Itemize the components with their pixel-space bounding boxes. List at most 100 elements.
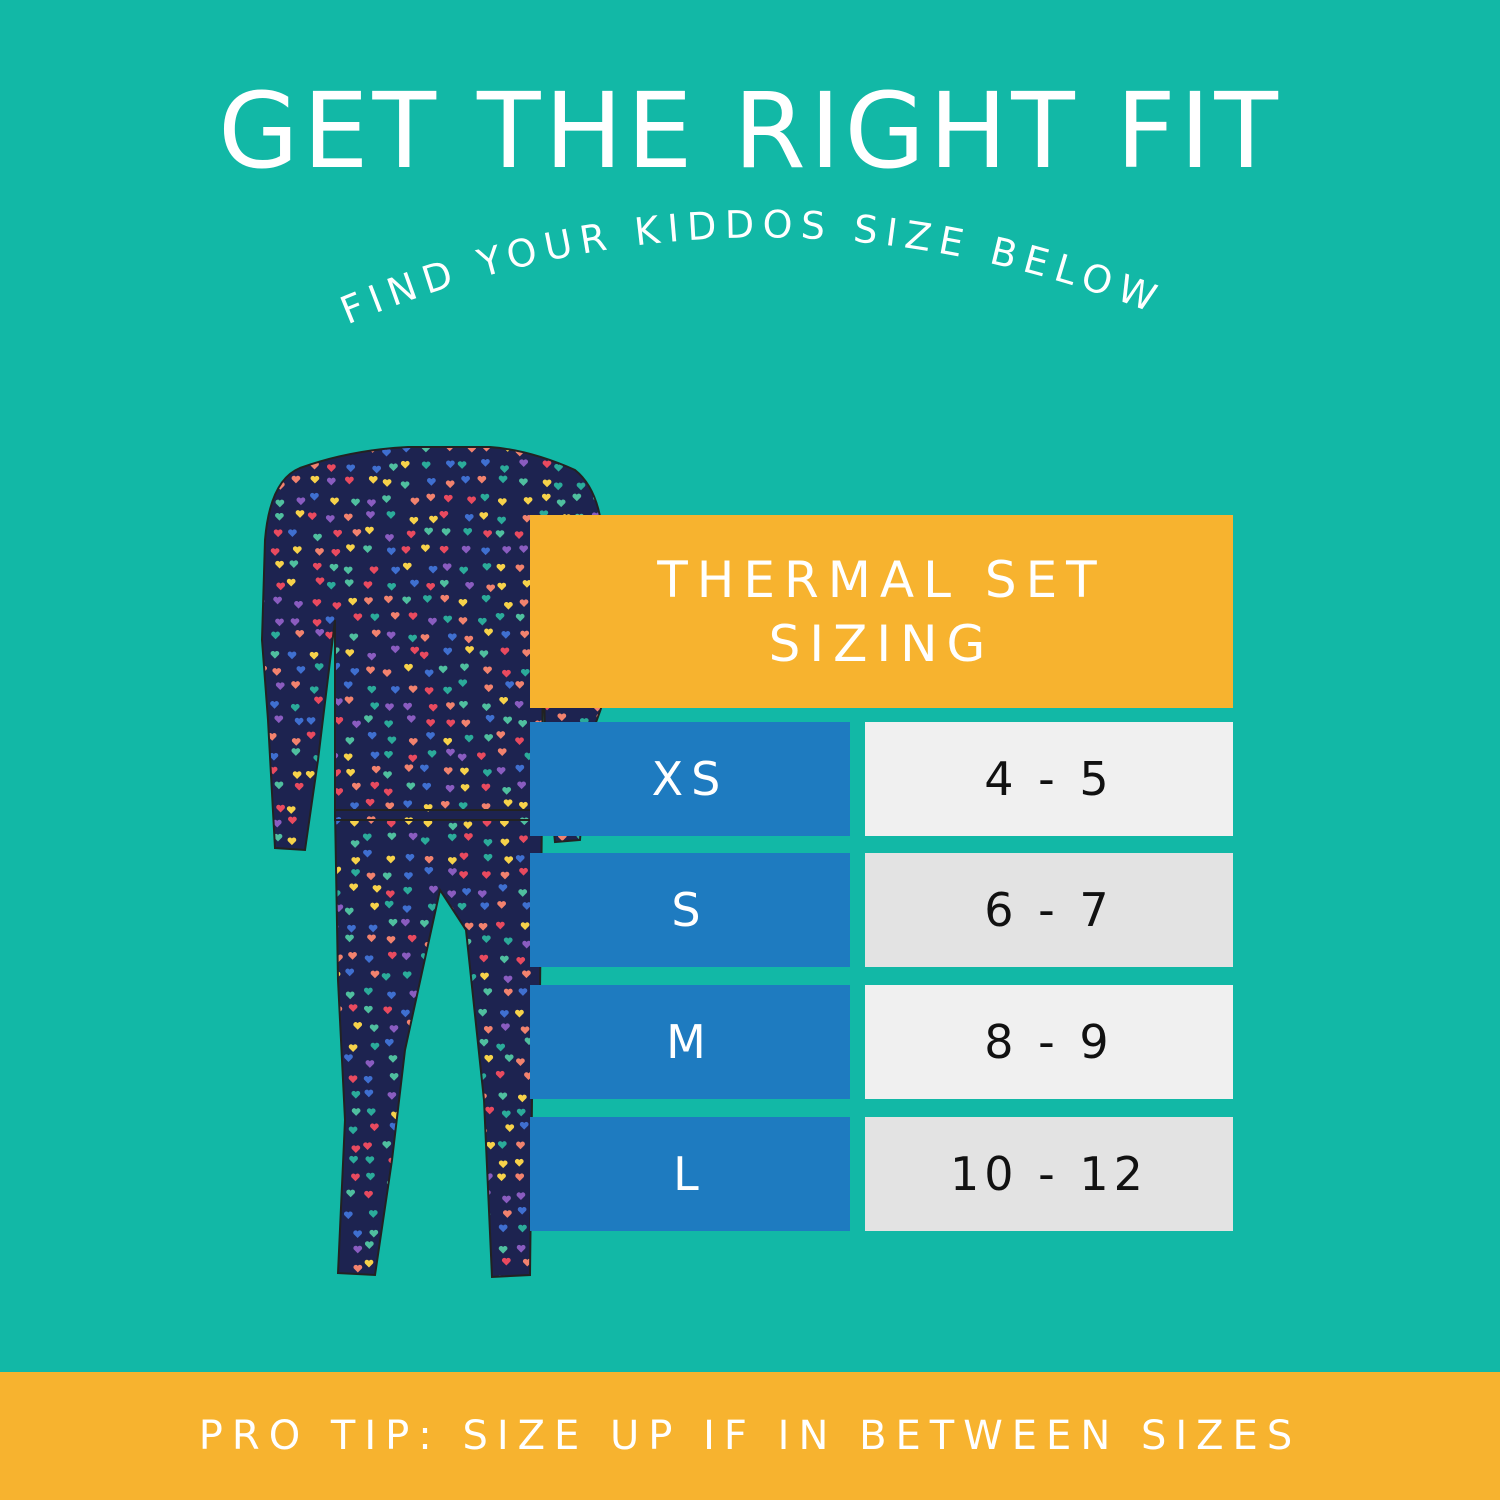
heart-icon: [286, 955, 296, 964]
heart-icon: [424, 1224, 434, 1232]
heart-icon: [496, 1043, 506, 1052]
heart-icon: [477, 475, 487, 484]
heart-icon: [391, 566, 401, 575]
heart-icon: [366, 666, 375, 675]
heart-icon: [329, 563, 339, 572]
heart-icon: [517, 1094, 527, 1103]
heart-icon: [350, 840, 360, 848]
heart-icon: [273, 1128, 282, 1137]
heart-icon: [388, 918, 398, 927]
heart-icon: [255, 1280, 264, 1288]
size-cell: L: [530, 1117, 850, 1231]
heart-icon: [294, 852, 304, 860]
heart-icon: [310, 1242, 320, 1251]
heart-icon: [502, 1210, 512, 1218]
heart-icon: [514, 531, 524, 539]
heart-icon: [294, 600, 303, 609]
heart-icon: [268, 1246, 278, 1255]
heart-icon: [346, 464, 356, 473]
heart-icon: [424, 1264, 434, 1273]
heart-icon: [331, 1107, 341, 1116]
heart-icon: [262, 1207, 265, 1216]
heart-icon: [408, 832, 418, 841]
heart-icon: [343, 513, 353, 522]
heart-icon: [438, 1229, 448, 1237]
heart-icon: [444, 1039, 454, 1048]
heart-icon: [402, 596, 412, 605]
heart-icon: [439, 956, 448, 965]
heart-icon: [315, 628, 325, 637]
heart-icon: [262, 1245, 266, 1254]
heart-icon: [497, 1173, 506, 1182]
heart-icon: [292, 971, 302, 980]
heart-icon: [306, 717, 316, 725]
heart-icon: [427, 478, 436, 486]
heart-icon: [401, 918, 410, 927]
heart-icon: [495, 530, 505, 538]
heart-icon: [483, 666, 492, 675]
heart-icon: [290, 618, 300, 626]
heart-icon: [420, 1126, 430, 1134]
heart-icon: [439, 917, 449, 926]
heart-icon: [366, 511, 375, 519]
heart-icon: [272, 819, 282, 828]
heart-icon: [598, 1261, 607, 1270]
heart-icon: [313, 533, 322, 542]
heart-icon: [387, 582, 397, 591]
heart-icon: [404, 1281, 413, 1289]
heart-icon: [497, 516, 506, 525]
heart-icon: [309, 1260, 319, 1269]
heart-icon: [325, 616, 335, 625]
heart-icon: [419, 1141, 429, 1149]
heart-icon: [408, 685, 418, 694]
heart-icon: [306, 731, 316, 740]
heart-icon: [465, 646, 474, 654]
heart-icon: [333, 698, 343, 706]
heart-icon: [520, 668, 530, 677]
heart-icon: [459, 1208, 468, 1217]
heart-icon: [353, 1022, 363, 1030]
heart-icon: [445, 480, 455, 489]
heart-icon: [295, 510, 305, 518]
heart-icon: [270, 548, 280, 556]
heart-icon: [386, 936, 396, 944]
heart-icon: [495, 612, 505, 621]
heart-icon: [345, 934, 354, 943]
heart-icon: [250, 1093, 259, 1101]
heart-icon: [291, 738, 301, 746]
heart-icon: [268, 942, 278, 950]
heart-icon: [252, 853, 261, 861]
heart-icon: [290, 1092, 300, 1100]
heart-icon: [400, 481, 410, 490]
heart-icon: [249, 630, 258, 638]
heart-icon: [353, 1245, 363, 1254]
heart-icon: [467, 447, 477, 453]
heart-icon: [422, 1178, 432, 1186]
heart-icon: [330, 1244, 339, 1253]
heart-icon: [407, 934, 417, 943]
heart-icon: [363, 987, 373, 996]
heart-icon: [595, 447, 604, 450]
heart-icon: [268, 1282, 277, 1290]
heart-icon: [443, 615, 453, 624]
heart-icon: [307, 993, 317, 1001]
heart-icon: [249, 1142, 258, 1150]
heart-icon: [308, 1197, 318, 1205]
heart-icon: [483, 853, 493, 862]
heart-icon: [382, 448, 391, 457]
heart-icon: [390, 686, 400, 694]
heart-icon: [539, 510, 549, 519]
heart-icon: [364, 597, 373, 605]
heart-icon: [500, 647, 510, 656]
heart-icon: [352, 720, 361, 729]
heart-icon: [579, 718, 589, 726]
heart-icon: [478, 1008, 488, 1017]
heart-icon: [483, 988, 493, 996]
heart-icon: [383, 771, 392, 779]
heart-icon: [538, 1259, 548, 1268]
heart-icon: [364, 715, 373, 723]
heart-icon: [462, 1110, 472, 1118]
heart-icon: [366, 1108, 376, 1116]
heart-icon: [286, 806, 296, 814]
heart-icon: [272, 1212, 281, 1221]
